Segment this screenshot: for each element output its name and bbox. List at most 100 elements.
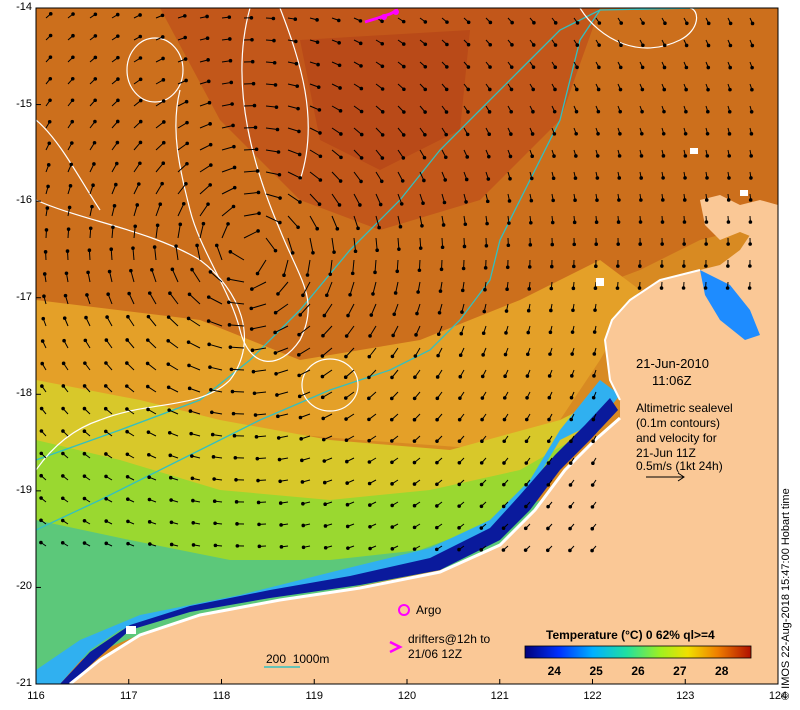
velocity-arrow-head	[257, 544, 262, 549]
velocity-arrow-head	[187, 292, 192, 297]
velocity-arrow-head	[661, 154, 666, 158]
velocity-arrow-head	[524, 417, 529, 422]
velocity-arrow	[229, 324, 245, 327]
velocity-arrow-head	[64, 271, 69, 276]
velocity-arrow-head	[367, 417, 371, 422]
velocity-arrow-head	[505, 287, 509, 292]
velocity-arrow-head	[318, 154, 323, 159]
velocity-arrow	[322, 347, 333, 357]
velocity-arrow-head	[227, 323, 232, 327]
velocity-arrow-head	[639, 176, 643, 180]
velocity-arrow-head	[423, 42, 428, 47]
velocity-arrow-head	[338, 109, 343, 113]
velocity-arrow-head	[278, 220, 282, 225]
colorbar-tick-label: 25	[589, 664, 603, 678]
velocity-arrow-head	[39, 429, 44, 433]
velocity-arrow-head	[445, 20, 449, 24]
velocity-arrow-head	[273, 310, 278, 315]
sst-field	[36, 8, 778, 684]
velocity-arrow-head	[104, 361, 108, 365]
longitude-tick-label: 124	[768, 690, 788, 702]
velocity-arrow-head	[525, 395, 529, 400]
velocity-arrow-head	[161, 99, 166, 103]
velocity-arrow-head	[282, 273, 286, 278]
velocity-arrow-head	[214, 243, 219, 248]
velocity-arrow-head	[662, 65, 667, 70]
velocity-arrow-head	[160, 181, 164, 186]
velocity-arrow-head	[249, 306, 254, 311]
velocity-arrow-head	[571, 308, 575, 313]
velocity-arrow	[331, 237, 335, 253]
velocity-arrow-head	[321, 416, 326, 421]
velocity-arrow-head	[301, 523, 306, 528]
velocity-arrow	[275, 303, 289, 314]
velocity-arrow-head	[641, 21, 645, 25]
velocity-arrow-head	[321, 333, 325, 338]
velocity-arrow-head	[459, 331, 464, 336]
velocity-arrow-head	[92, 140, 97, 145]
velocity-arrow-head	[509, 132, 513, 136]
velocity-arrow	[130, 270, 135, 283]
velocity-arrow	[395, 281, 399, 294]
velocity-arrow-head	[137, 182, 141, 186]
velocity-arrow-head	[367, 396, 371, 401]
velocity-arrow-head	[320, 395, 325, 400]
velocity-arrow-head	[390, 354, 395, 359]
velocity-arrow-head	[480, 374, 485, 379]
velocity-arrow-head	[378, 202, 383, 207]
velocity-arrow-head	[402, 110, 406, 114]
velocity-arrow-head	[290, 251, 295, 255]
velocity-arrow-head	[400, 179, 405, 183]
velocity-arrow-head	[380, 133, 385, 137]
velocity-arrow-head	[48, 12, 53, 16]
velocity-arrow	[329, 259, 333, 275]
velocity-arrow-head	[183, 35, 187, 40]
velocity-arrow-head	[116, 34, 120, 38]
drifters-label-line2: 21/06 12Z	[408, 647, 463, 661]
velocity-arrow-head	[250, 348, 255, 353]
velocity-arrow-head	[321, 437, 326, 442]
velocity-arrow-head	[188, 409, 193, 413]
velocity-arrow-head	[435, 375, 440, 379]
velocity-arrow-head	[373, 270, 377, 275]
velocity-arrow-head	[553, 43, 558, 47]
velocity-arrow	[168, 363, 179, 371]
velocity-arrow	[353, 215, 359, 229]
velocity-arrow-head	[414, 333, 418, 337]
velocity-arrow	[349, 281, 355, 295]
velocity-arrow-head	[480, 439, 484, 444]
velocity-arrow-head	[529, 176, 534, 181]
velocity-arrow-head	[298, 313, 303, 317]
velocity-arrow-head	[684, 87, 688, 92]
velocity-arrow-head	[553, 21, 558, 25]
velocity-arrow	[243, 170, 258, 173]
velocity-arrow	[375, 215, 380, 228]
velocity-arrow-head	[169, 542, 174, 547]
velocity-arrow-head	[323, 502, 327, 507]
velocity-arrow-head	[273, 351, 278, 355]
velocity-arrow	[209, 366, 223, 371]
velocity-arrow-head	[66, 227, 71, 231]
velocity-arrow-head	[574, 132, 578, 136]
velocity-arrow-head	[90, 204, 94, 209]
velocity-arrow-head	[509, 65, 514, 69]
velocity-arrow-head	[749, 132, 754, 136]
velocity-arrow-head	[253, 413, 258, 417]
velocity-arrow-head	[546, 526, 550, 531]
velocity-arrow-head	[70, 141, 74, 145]
velocity-arrow-head	[82, 451, 87, 456]
velocity-arrow-head	[597, 21, 602, 25]
velocity-arrow-head	[257, 522, 261, 527]
latitude-tick-label: -20	[16, 580, 32, 593]
velocity-arrow-head	[109, 247, 114, 252]
velocity-arrow-head	[82, 384, 87, 388]
velocity-arrow-head	[39, 451, 44, 456]
velocity-arrow-head	[210, 410, 214, 415]
velocity-arrow	[177, 163, 188, 173]
velocity-arrow-head	[684, 109, 688, 114]
velocity-arrow-head	[44, 228, 49, 232]
velocity-arrow-head	[502, 461, 506, 465]
velocity-arrow-head	[275, 393, 279, 397]
velocity-arrow	[309, 215, 318, 229]
velocity-arrow-head	[231, 123, 235, 128]
